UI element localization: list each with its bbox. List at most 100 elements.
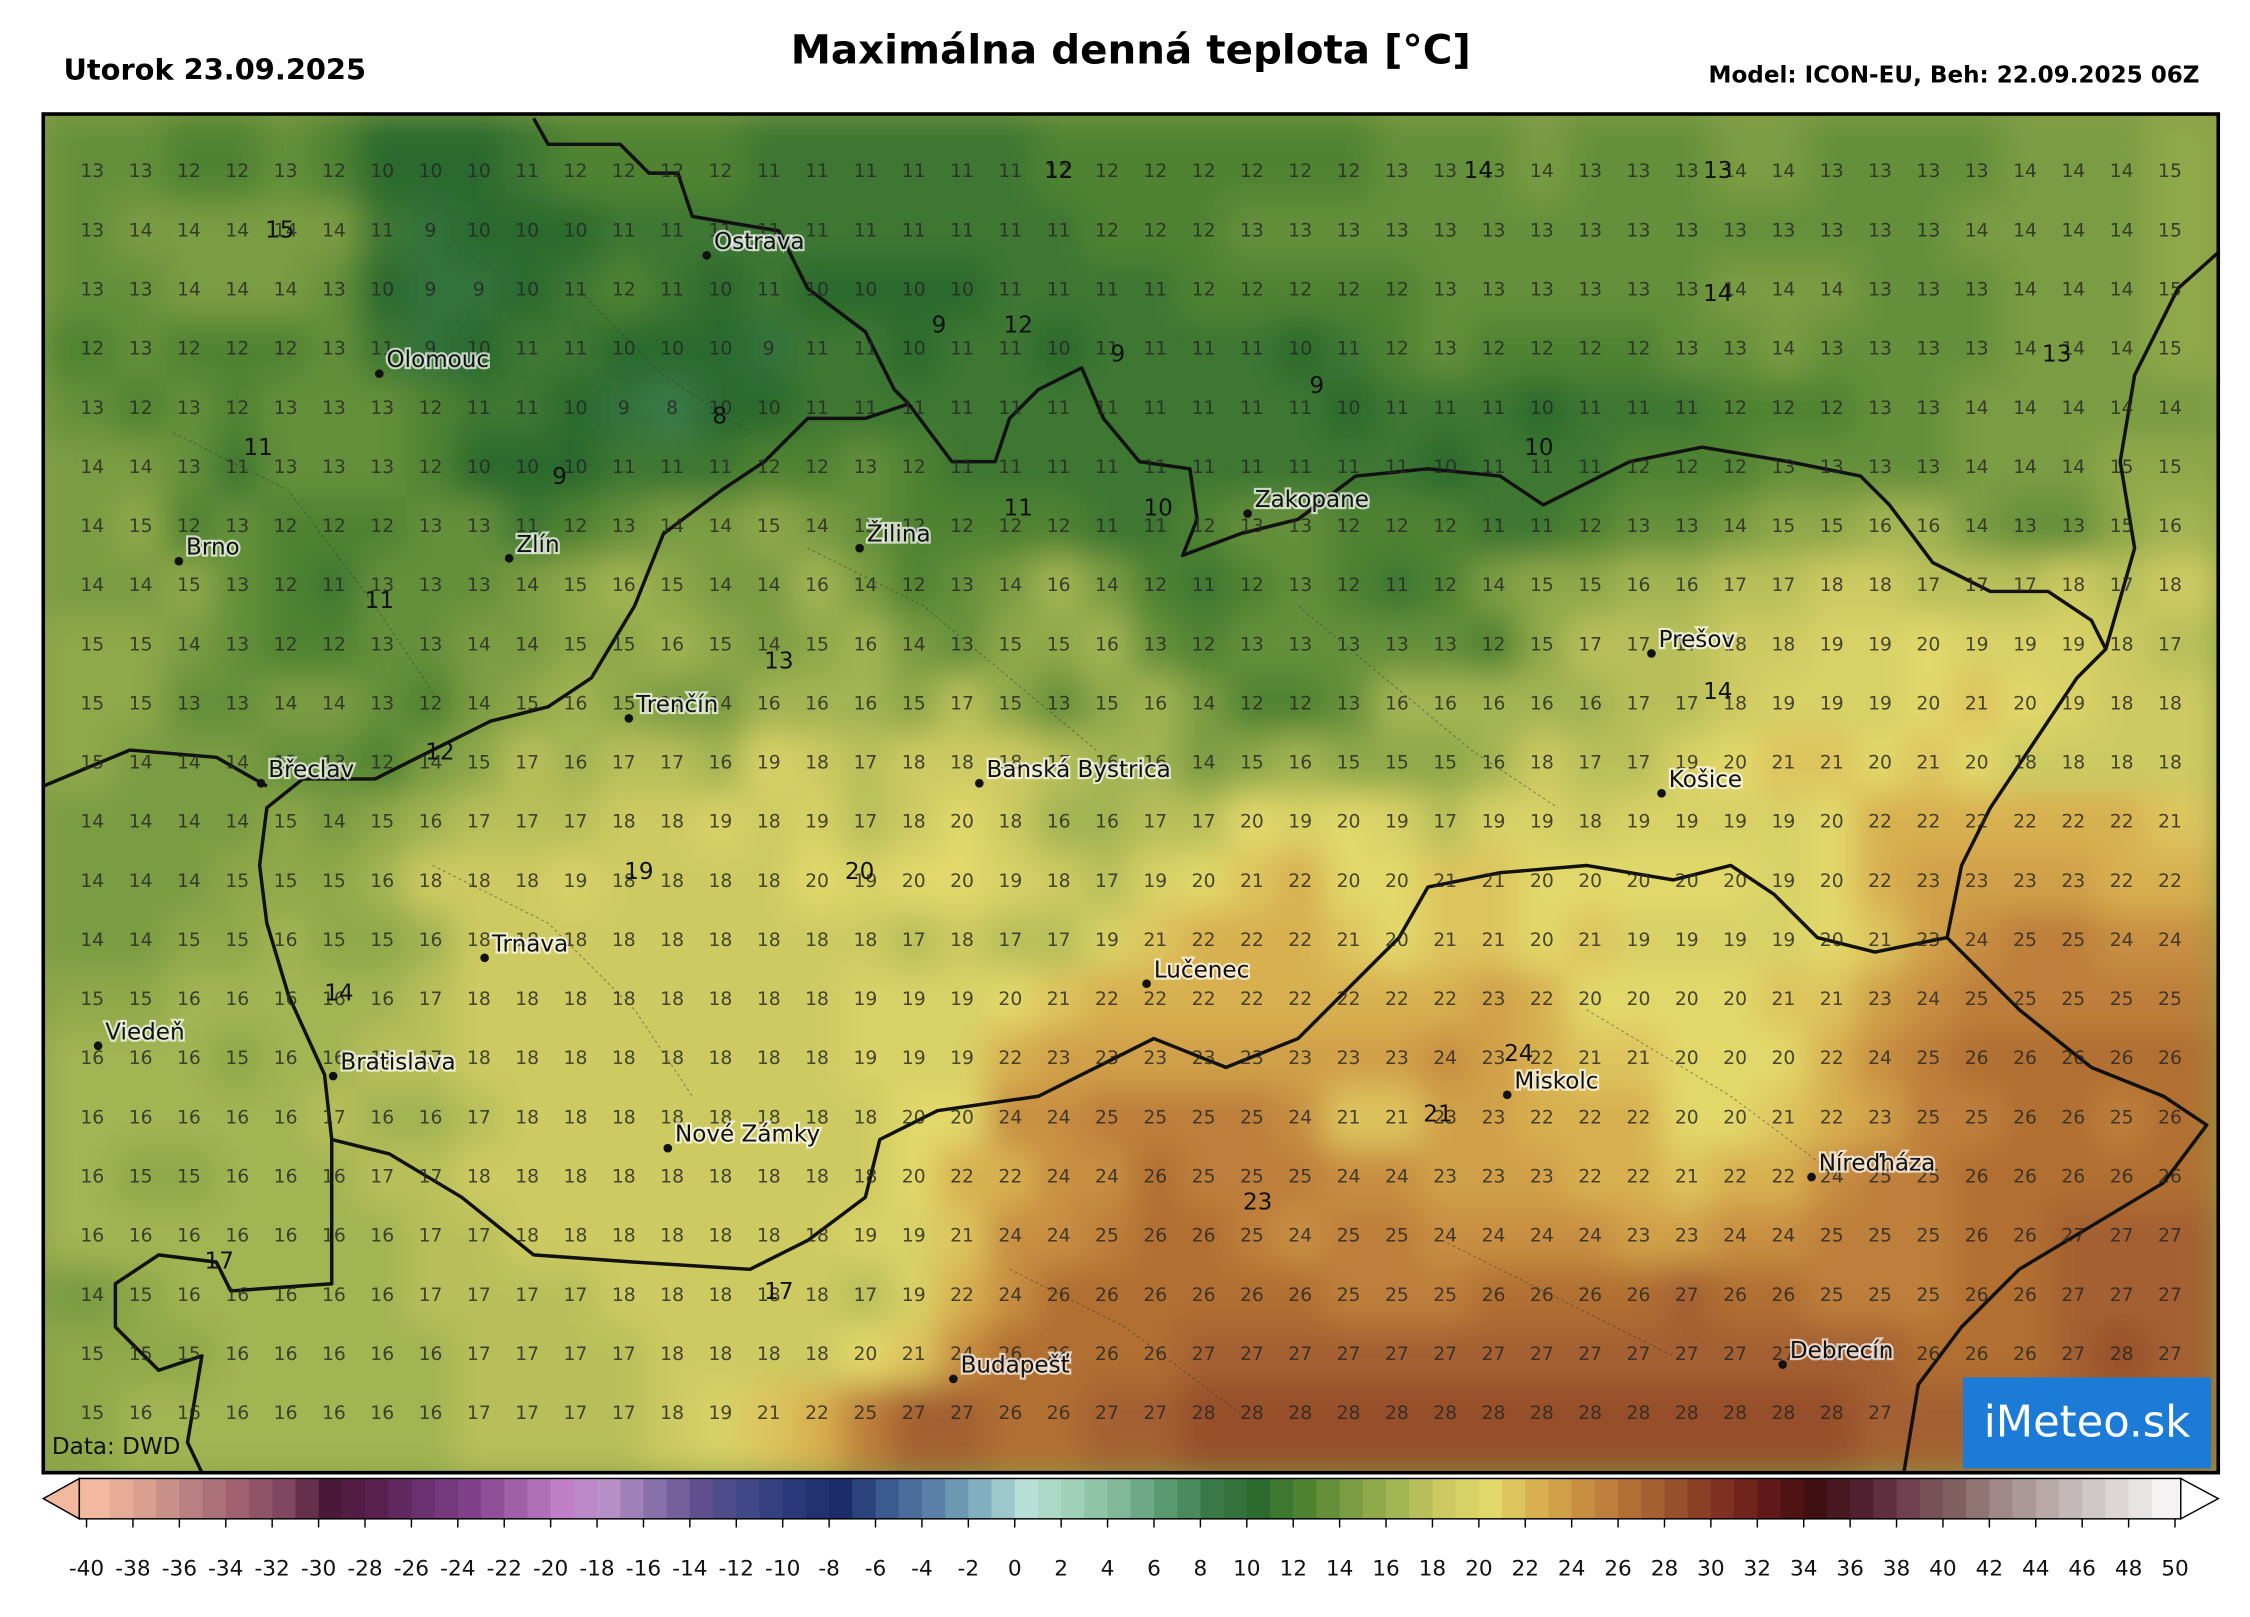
colorbar-segment [550, 1478, 575, 1519]
grid-value: 17 [1578, 634, 1602, 655]
temperature-cell [1855, 970, 1906, 1031]
colorbar-outline [78, 1477, 2182, 1520]
temperature-cell [1952, 1088, 2003, 1149]
extreme-value: 14 [1703, 679, 1732, 705]
temperature-cell [1082, 733, 1133, 795]
temperature-cell [1372, 496, 1423, 558]
temperature-cell [309, 851, 360, 913]
grid-value: 17 [1192, 812, 1216, 833]
grid-value: 15 [225, 871, 249, 892]
temperature-cell [1179, 1206, 1230, 1268]
grid-value: 10 [1288, 339, 1312, 360]
grid-value: 11 [853, 161, 877, 182]
grid-value: 28 [1482, 1403, 1506, 1424]
temperature-cell [744, 496, 795, 558]
grid-value: 22 [998, 1167, 1022, 1188]
grid-value: 16 [274, 1285, 298, 1306]
grid-value: 14 [1965, 220, 1989, 241]
grid-value: 13 [1965, 161, 1989, 182]
grid-value: 18 [515, 871, 539, 892]
grid-value: 20 [1723, 753, 1747, 774]
grid-value: 20 [1965, 753, 1989, 774]
city-label: Miskolc [1514, 1068, 1598, 1094]
grid-value: 21 [2158, 812, 2182, 833]
temperature-cell [1372, 260, 1423, 321]
grid-value: 20 [2013, 693, 2037, 714]
grid-value: 22 [1627, 1107, 1651, 1128]
grid-value: 14 [1771, 161, 1795, 182]
borders [43, 117, 2219, 1473]
temperature-cell [1421, 1265, 1471, 1327]
grid-value: 24 [1047, 1167, 1071, 1188]
grid-value: 28 [1288, 1403, 1312, 1424]
grid-value: 22 [1095, 989, 1119, 1010]
grid-value: 22 [1530, 1107, 1554, 1128]
temperature-cell [1710, 733, 1761, 795]
temperature-cell [1614, 1029, 1665, 1090]
temperature-cell [503, 910, 553, 972]
grid-value: 21 [757, 1403, 781, 1424]
grid-value: 14 [2061, 339, 2085, 360]
grid-value: 14 [515, 634, 539, 655]
grid-value: 13 [419, 516, 443, 537]
temperature-cell [43, 674, 118, 735]
temperature-cell [358, 260, 408, 321]
temperature-cell [889, 201, 940, 262]
city-dot [702, 251, 712, 260]
temperature-cell [261, 378, 312, 440]
colorbar-segment [79, 1478, 111, 1519]
colorbar-tick-label: 4 [1101, 1556, 1115, 1581]
grid-value: 17 [419, 1285, 443, 1306]
grid-value: 26 [1965, 1285, 1989, 1306]
temperature-cell [599, 378, 650, 440]
temperature-cell [406, 1029, 457, 1090]
grid-value: 12 [1192, 220, 1216, 241]
grid-value: 12 [1530, 339, 1554, 360]
temperature-cell [2049, 201, 2099, 262]
temperature-cell [1421, 910, 1471, 972]
temperature-cell [1565, 319, 1616, 381]
grid-value: 20 [1240, 812, 1264, 833]
date-label: Utorok 23.09.2025 [63, 52, 366, 86]
temperature-cell [1614, 910, 1665, 972]
country-border [532, 117, 910, 406]
temperature-cell [1469, 851, 1520, 913]
temperature-cell [1179, 615, 1230, 676]
extreme-value: 24 [1504, 1041, 1533, 1067]
temperature-cell [1759, 1029, 1810, 1090]
temperature-cell [213, 1324, 263, 1386]
grid-value: 10 [467, 161, 491, 182]
temperature-cell [261, 1383, 312, 1473]
temperature-cell [841, 260, 891, 321]
temperature-cell [1710, 1206, 1761, 1268]
temperature-cell [1227, 319, 1278, 381]
grid-value: 23 [1530, 1167, 1554, 1188]
grid-value: 14 [80, 575, 104, 596]
grid-value: 14 [177, 871, 201, 892]
grid-value: 13 [1965, 339, 1989, 360]
grid-value: 21 [1337, 1107, 1361, 1128]
grid-value: 21 [1820, 989, 1844, 1010]
grid-value: 19 [2013, 634, 2037, 655]
grid-value: 9 [425, 279, 437, 300]
city-dot [174, 556, 184, 566]
temperature-cell [1904, 556, 1954, 617]
city-label: Zlín [516, 532, 559, 558]
grid-value: 15 [129, 634, 153, 655]
grid-value: 12 [1240, 693, 1264, 714]
grid-value: 11 [467, 398, 491, 419]
temperature-cell [937, 319, 988, 381]
grid-value: 17 [564, 1344, 588, 1365]
grid-value: 11 [950, 161, 974, 182]
extreme-value: 12 [425, 739, 454, 765]
temperature-cell [454, 496, 505, 558]
city-label: Žilina [867, 520, 931, 548]
temperature-cell [696, 1265, 747, 1327]
temperature-cell [2000, 114, 2051, 203]
grid-value: 28 [1820, 1403, 1844, 1424]
temperature-cell [986, 260, 1036, 321]
city-label: Košice [1669, 767, 1742, 793]
temperature-cell [1952, 851, 2003, 913]
grid-value: 17 [467, 1403, 491, 1424]
temperature-cell [1855, 851, 1906, 913]
